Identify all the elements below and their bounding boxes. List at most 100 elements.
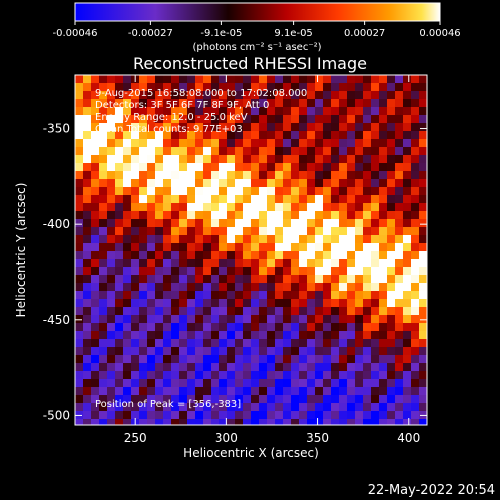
heatmap-cell bbox=[267, 99, 276, 108]
heatmap-cell bbox=[219, 139, 228, 148]
heatmap-cell bbox=[339, 107, 348, 116]
heatmap-cell bbox=[299, 259, 308, 268]
heatmap-cell bbox=[91, 371, 100, 380]
heatmap-cell bbox=[331, 219, 340, 228]
heatmap-cell bbox=[99, 179, 108, 188]
heatmap-cell bbox=[195, 315, 204, 324]
heatmap-cell bbox=[195, 187, 204, 196]
heatmap-cell bbox=[315, 251, 324, 260]
heatmap-cell bbox=[235, 91, 244, 100]
heatmap-cell bbox=[243, 243, 252, 252]
heatmap-cell bbox=[227, 339, 236, 348]
heatmap-cell bbox=[403, 347, 412, 356]
heatmap-cell bbox=[419, 323, 427, 332]
heatmap-cell bbox=[131, 227, 140, 236]
heatmap-cell bbox=[115, 395, 124, 404]
heatmap-cell bbox=[83, 411, 92, 420]
heatmap-cell bbox=[83, 275, 92, 284]
heatmap-cell bbox=[347, 91, 356, 100]
heatmap-cell bbox=[331, 179, 340, 188]
heatmap-cell bbox=[123, 139, 132, 148]
heatmap-cell bbox=[299, 251, 308, 260]
heatmap-cell bbox=[139, 379, 148, 388]
heatmap-cell bbox=[299, 267, 308, 276]
heatmap-cell bbox=[371, 355, 380, 364]
heatmap-cell bbox=[195, 419, 204, 425]
heatmap-cell bbox=[267, 83, 276, 92]
heatmap-cell bbox=[419, 171, 427, 180]
heatmap-cell bbox=[323, 283, 332, 292]
heatmap-cell bbox=[363, 91, 372, 100]
heatmap-cell bbox=[163, 99, 172, 108]
heatmap-cell bbox=[187, 379, 196, 388]
heatmap-cell bbox=[171, 275, 180, 284]
heatmap-cell bbox=[267, 315, 276, 324]
heatmap-cell bbox=[411, 387, 420, 396]
heatmap-cell bbox=[227, 179, 236, 188]
heatmap-cell bbox=[331, 91, 340, 100]
heatmap-cell bbox=[99, 155, 108, 164]
heatmap-cell bbox=[355, 131, 364, 140]
heatmap-cell bbox=[291, 195, 300, 204]
heatmap-cell bbox=[131, 91, 140, 100]
heatmap-cell bbox=[363, 227, 372, 236]
heatmap-cell bbox=[387, 243, 396, 252]
heatmap-cell bbox=[75, 355, 84, 364]
heatmap-cell bbox=[323, 179, 332, 188]
heatmap-cell bbox=[227, 219, 236, 228]
heatmap-cell bbox=[171, 107, 180, 116]
heatmap-cell bbox=[83, 243, 92, 252]
heatmap-cell bbox=[259, 99, 268, 108]
heatmap-cell bbox=[379, 75, 388, 84]
heatmap-cell bbox=[115, 323, 124, 332]
heatmap-cell bbox=[195, 331, 204, 340]
heatmap-cell bbox=[187, 331, 196, 340]
heatmap-cell bbox=[99, 403, 108, 412]
heatmap-cell bbox=[323, 115, 332, 124]
heatmap-cell bbox=[187, 195, 196, 204]
heatmap-cell bbox=[307, 291, 316, 300]
heatmap-cell bbox=[171, 251, 180, 260]
heatmap-cell bbox=[291, 291, 300, 300]
heatmap-cell bbox=[275, 419, 284, 425]
heatmap-cell bbox=[315, 139, 324, 148]
heatmap-cell bbox=[291, 323, 300, 332]
heatmap-cell bbox=[123, 203, 132, 212]
heatmap-cell bbox=[395, 371, 404, 380]
heatmap-cell bbox=[387, 363, 396, 372]
heatmap-cell bbox=[387, 355, 396, 364]
heatmap-cell bbox=[339, 347, 348, 356]
heatmap-cell bbox=[155, 123, 164, 132]
heatmap-cell bbox=[283, 259, 292, 268]
heatmap-cell bbox=[99, 107, 108, 116]
heatmap-cell bbox=[387, 179, 396, 188]
heatmap-cell bbox=[299, 187, 308, 196]
heatmap-cell bbox=[347, 371, 356, 380]
heatmap-cell bbox=[235, 155, 244, 164]
heatmap-cell bbox=[347, 283, 356, 292]
heatmap-cell bbox=[411, 347, 420, 356]
heatmap-cell bbox=[283, 275, 292, 284]
heatmap-cell bbox=[259, 331, 268, 340]
annotation-clean-counts: Clean Total counts: 9.77E+03 bbox=[95, 124, 243, 135]
heatmap-cell bbox=[355, 147, 364, 156]
heatmap-cell bbox=[107, 363, 116, 372]
heatmap-cell bbox=[195, 243, 204, 252]
heatmap-cell bbox=[275, 171, 284, 180]
heatmap-cell bbox=[259, 115, 268, 124]
heatmap-cell bbox=[147, 267, 156, 276]
heatmap-cell bbox=[307, 155, 316, 164]
heatmap-cell bbox=[259, 283, 268, 292]
heatmap-cell bbox=[75, 299, 84, 308]
heatmap-cell bbox=[267, 195, 276, 204]
heatmap-cell bbox=[283, 187, 292, 196]
heatmap-cell bbox=[395, 123, 404, 132]
heatmap-cell bbox=[243, 123, 252, 132]
heatmap-cell bbox=[379, 323, 388, 332]
heatmap-cell bbox=[347, 123, 356, 132]
heatmap-cell bbox=[115, 123, 124, 132]
heatmap-cell bbox=[291, 299, 300, 308]
heatmap-cell bbox=[395, 283, 404, 292]
heatmap-cell bbox=[83, 251, 92, 260]
heatmap-cell bbox=[187, 347, 196, 356]
